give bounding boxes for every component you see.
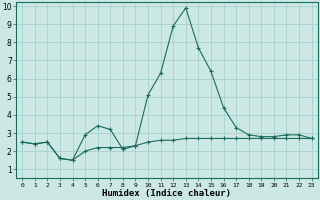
X-axis label: Humidex (Indice chaleur): Humidex (Indice chaleur) xyxy=(102,189,231,198)
